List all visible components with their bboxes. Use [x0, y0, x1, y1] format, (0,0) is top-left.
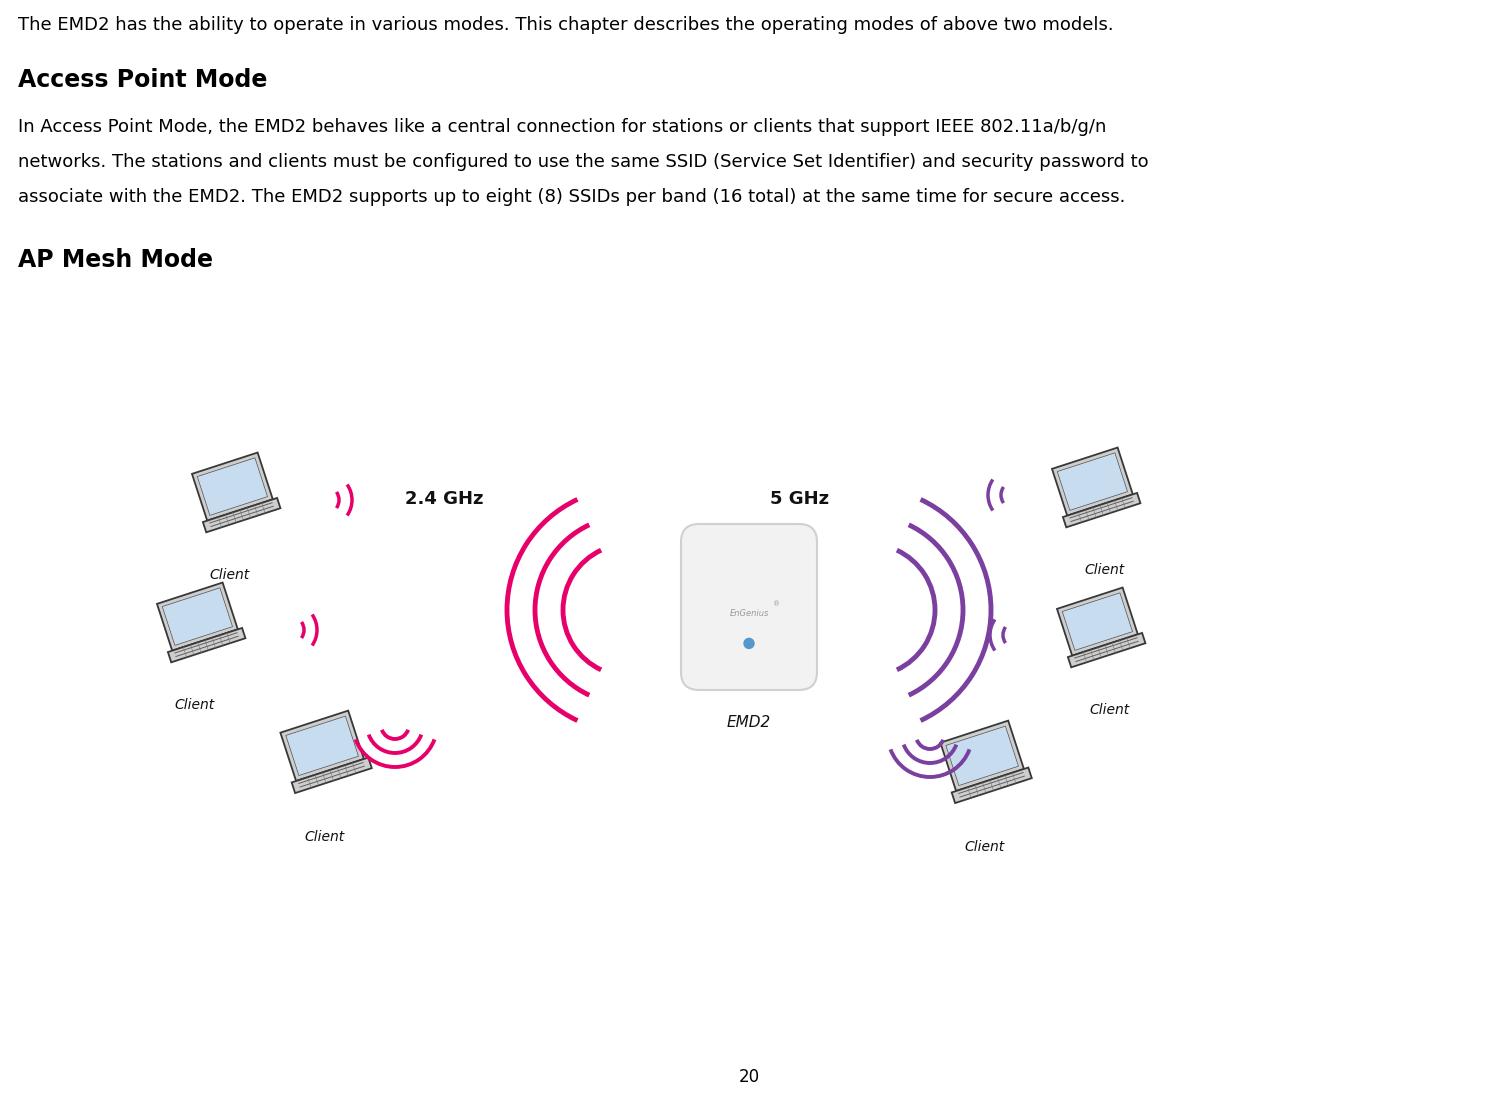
Polygon shape [192, 453, 273, 521]
Polygon shape [168, 627, 246, 663]
Text: ®: ® [773, 601, 780, 608]
Text: Client: Client [306, 830, 345, 844]
Text: Access Point Mode: Access Point Mode [18, 68, 267, 92]
Text: 5 GHz: 5 GHz [770, 490, 828, 508]
Circle shape [745, 638, 753, 648]
Text: 2.4 GHz: 2.4 GHz [404, 490, 484, 508]
Polygon shape [941, 721, 1025, 791]
Text: Client: Client [175, 698, 216, 712]
Polygon shape [292, 758, 372, 793]
Text: In Access Point Mode, the EMD2 behaves like a central connection for stations or: In Access Point Mode, the EMD2 behaves l… [18, 118, 1107, 136]
FancyBboxPatch shape [682, 524, 816, 690]
Polygon shape [951, 768, 1032, 803]
Text: Client: Client [210, 568, 250, 583]
Polygon shape [1058, 588, 1138, 656]
Text: associate with the EMD2. The EMD2 supports up to eight (8) SSIDs per band (16 to: associate with the EMD2. The EMD2 suppor… [18, 188, 1125, 206]
Text: EMD2: EMD2 [727, 715, 771, 730]
Polygon shape [1062, 592, 1132, 651]
Polygon shape [1058, 453, 1128, 510]
Polygon shape [280, 711, 364, 781]
Polygon shape [202, 498, 280, 532]
Text: AP Mesh Mode: AP Mesh Mode [18, 248, 213, 272]
Text: networks. The stations and clients must be configured to use the same SSID (Serv: networks. The stations and clients must … [18, 152, 1149, 171]
Polygon shape [1068, 633, 1146, 667]
Polygon shape [157, 583, 238, 651]
Polygon shape [198, 457, 268, 516]
Polygon shape [1052, 448, 1132, 516]
Polygon shape [162, 588, 232, 645]
Polygon shape [945, 726, 1019, 785]
Text: The EMD2 has the ability to operate in various modes. This chapter describes the: The EMD2 has the ability to operate in v… [18, 16, 1113, 34]
Polygon shape [1064, 493, 1140, 528]
Polygon shape [286, 716, 358, 776]
Text: Client: Client [965, 840, 1005, 853]
Text: 20: 20 [739, 1068, 759, 1086]
Text: Client: Client [1085, 563, 1125, 577]
Text: Client: Client [1091, 703, 1129, 717]
Text: EnGenius: EnGenius [730, 609, 768, 618]
